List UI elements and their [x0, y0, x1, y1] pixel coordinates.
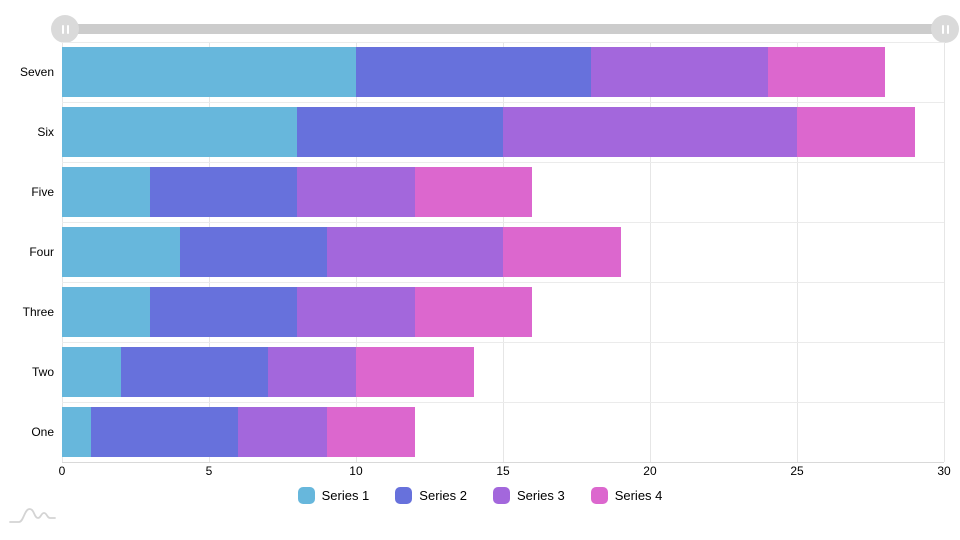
- gridline-vertical: [797, 42, 798, 462]
- category-label: Two: [31, 365, 54, 379]
- category-label: Four: [29, 245, 54, 259]
- plot-area: [62, 42, 945, 463]
- bar-row-four: [62, 222, 944, 282]
- bar-segment-series-4[interactable]: [502, 227, 621, 277]
- axis-tick-label: 20: [643, 464, 657, 478]
- grip-icon: [941, 24, 944, 34]
- axis-tick-label: 15: [496, 464, 510, 478]
- category-axis: Seven Six Five Four Three Two One: [0, 42, 54, 462]
- bar-segment-series-3[interactable]: [267, 347, 356, 397]
- legend-label: Series 3: [517, 488, 565, 503]
- bar-segment-series-1[interactable]: [62, 167, 151, 217]
- legend-item[interactable]: Series 4: [590, 487, 663, 504]
- scrollbar-handle-left[interactable]: [51, 15, 79, 43]
- bar-row-two: [62, 342, 944, 402]
- gridline-vertical: [649, 42, 651, 462]
- axis-line: [62, 462, 944, 463]
- bars-layer: [62, 42, 944, 462]
- legend-label: Series 4: [614, 488, 663, 503]
- axis-tick-label: 25: [790, 464, 804, 478]
- horizontal-gridlines: [62, 42, 944, 463]
- bar-segment-series-1[interactable]: [62, 227, 180, 277]
- axis-tick-label: 30: [937, 464, 951, 478]
- gridline-horizontal: [62, 162, 944, 163]
- bar-segment-series-4[interactable]: [326, 407, 415, 457]
- scrollbar-handle-right[interactable]: [931, 15, 959, 43]
- logo-squiggle-icon: [9, 508, 56, 523]
- bar-segment-series-4[interactable]: [414, 287, 533, 337]
- gridline-vertical: [944, 42, 945, 462]
- bar-segment-series-4[interactable]: [355, 347, 474, 397]
- bar-segment-series-1[interactable]: [62, 287, 151, 337]
- bar-row-one: [62, 402, 944, 462]
- bar-segment-series-1[interactable]: [62, 347, 121, 397]
- legend-swatch[interactable]: [297, 487, 315, 504]
- gridline-horizontal: [62, 42, 944, 43]
- legend: Series 1 Series 2 Series 3 Series 4: [0, 487, 960, 504]
- bar-segment-series-4[interactable]: [767, 47, 886, 97]
- category-label: Three: [22, 305, 54, 319]
- bar-row-five: [62, 162, 944, 222]
- value-axis: 0 5 10 15 20 25 30: [58, 464, 951, 480]
- gridline-horizontal: [62, 282, 944, 283]
- chart-scrollbar[interactable]: [0, 0, 960, 46]
- bar-segment-series-3[interactable]: [591, 47, 768, 97]
- bar-segment-series-3[interactable]: [326, 227, 503, 277]
- bar-segment-series-2[interactable]: [150, 167, 298, 217]
- scrollbar-track[interactable]: [65, 24, 945, 34]
- legend-label: Series 1: [321, 488, 370, 503]
- category-label: Seven: [19, 65, 54, 79]
- legend-item[interactable]: Series 3: [493, 487, 565, 504]
- legend-label: Series 2: [419, 488, 467, 503]
- bar-segment-series-2[interactable]: [179, 227, 327, 277]
- bar-segment-series-3[interactable]: [297, 287, 415, 337]
- bar-row-seven: [62, 42, 944, 102]
- axis-tick-label: 10: [349, 464, 363, 478]
- bar-segment-series-1[interactable]: [62, 47, 356, 97]
- bar-segment-series-2[interactable]: [297, 107, 503, 157]
- legend-item[interactable]: Series 1: [297, 487, 370, 504]
- gridline-horizontal: [62, 402, 944, 403]
- grip-icon: [61, 24, 64, 34]
- legend-swatch[interactable]: [493, 487, 510, 504]
- bar-segment-series-2[interactable]: [355, 47, 592, 97]
- legend-item[interactable]: Series 2: [395, 487, 467, 504]
- gridline-horizontal: [62, 102, 944, 103]
- bar-row-six: [62, 102, 944, 162]
- category-label: Six: [37, 125, 54, 139]
- bar-segment-series-2[interactable]: [150, 287, 298, 337]
- bar-segment-series-4[interactable]: [414, 167, 533, 217]
- category-label: One: [31, 425, 54, 439]
- bar-segment-series-2[interactable]: [120, 347, 268, 397]
- bar-segment-series-1[interactable]: [62, 407, 92, 457]
- grip-icon: [66, 24, 69, 34]
- legend-swatch[interactable]: [590, 487, 608, 504]
- amcharts-logo[interactable]: [8, 502, 58, 528]
- bar-segment-series-4[interactable]: [796, 107, 915, 157]
- bar-segment-series-3[interactable]: [238, 407, 327, 457]
- bar-segment-series-3[interactable]: [502, 107, 797, 157]
- gridline-horizontal: [62, 222, 944, 223]
- legend-swatch[interactable]: [395, 487, 413, 504]
- grip-icon: [946, 24, 949, 34]
- axis-tick-label: 0: [58, 464, 66, 478]
- bar-segment-series-2[interactable]: [91, 407, 239, 457]
- gridline-horizontal: [62, 342, 944, 343]
- category-label: Five: [31, 185, 54, 199]
- axis-tick-label: 5: [205, 464, 213, 478]
- bar-row-three: [62, 282, 944, 342]
- bar-segment-series-3[interactable]: [297, 167, 415, 217]
- bar-segment-series-1[interactable]: [62, 107, 298, 157]
